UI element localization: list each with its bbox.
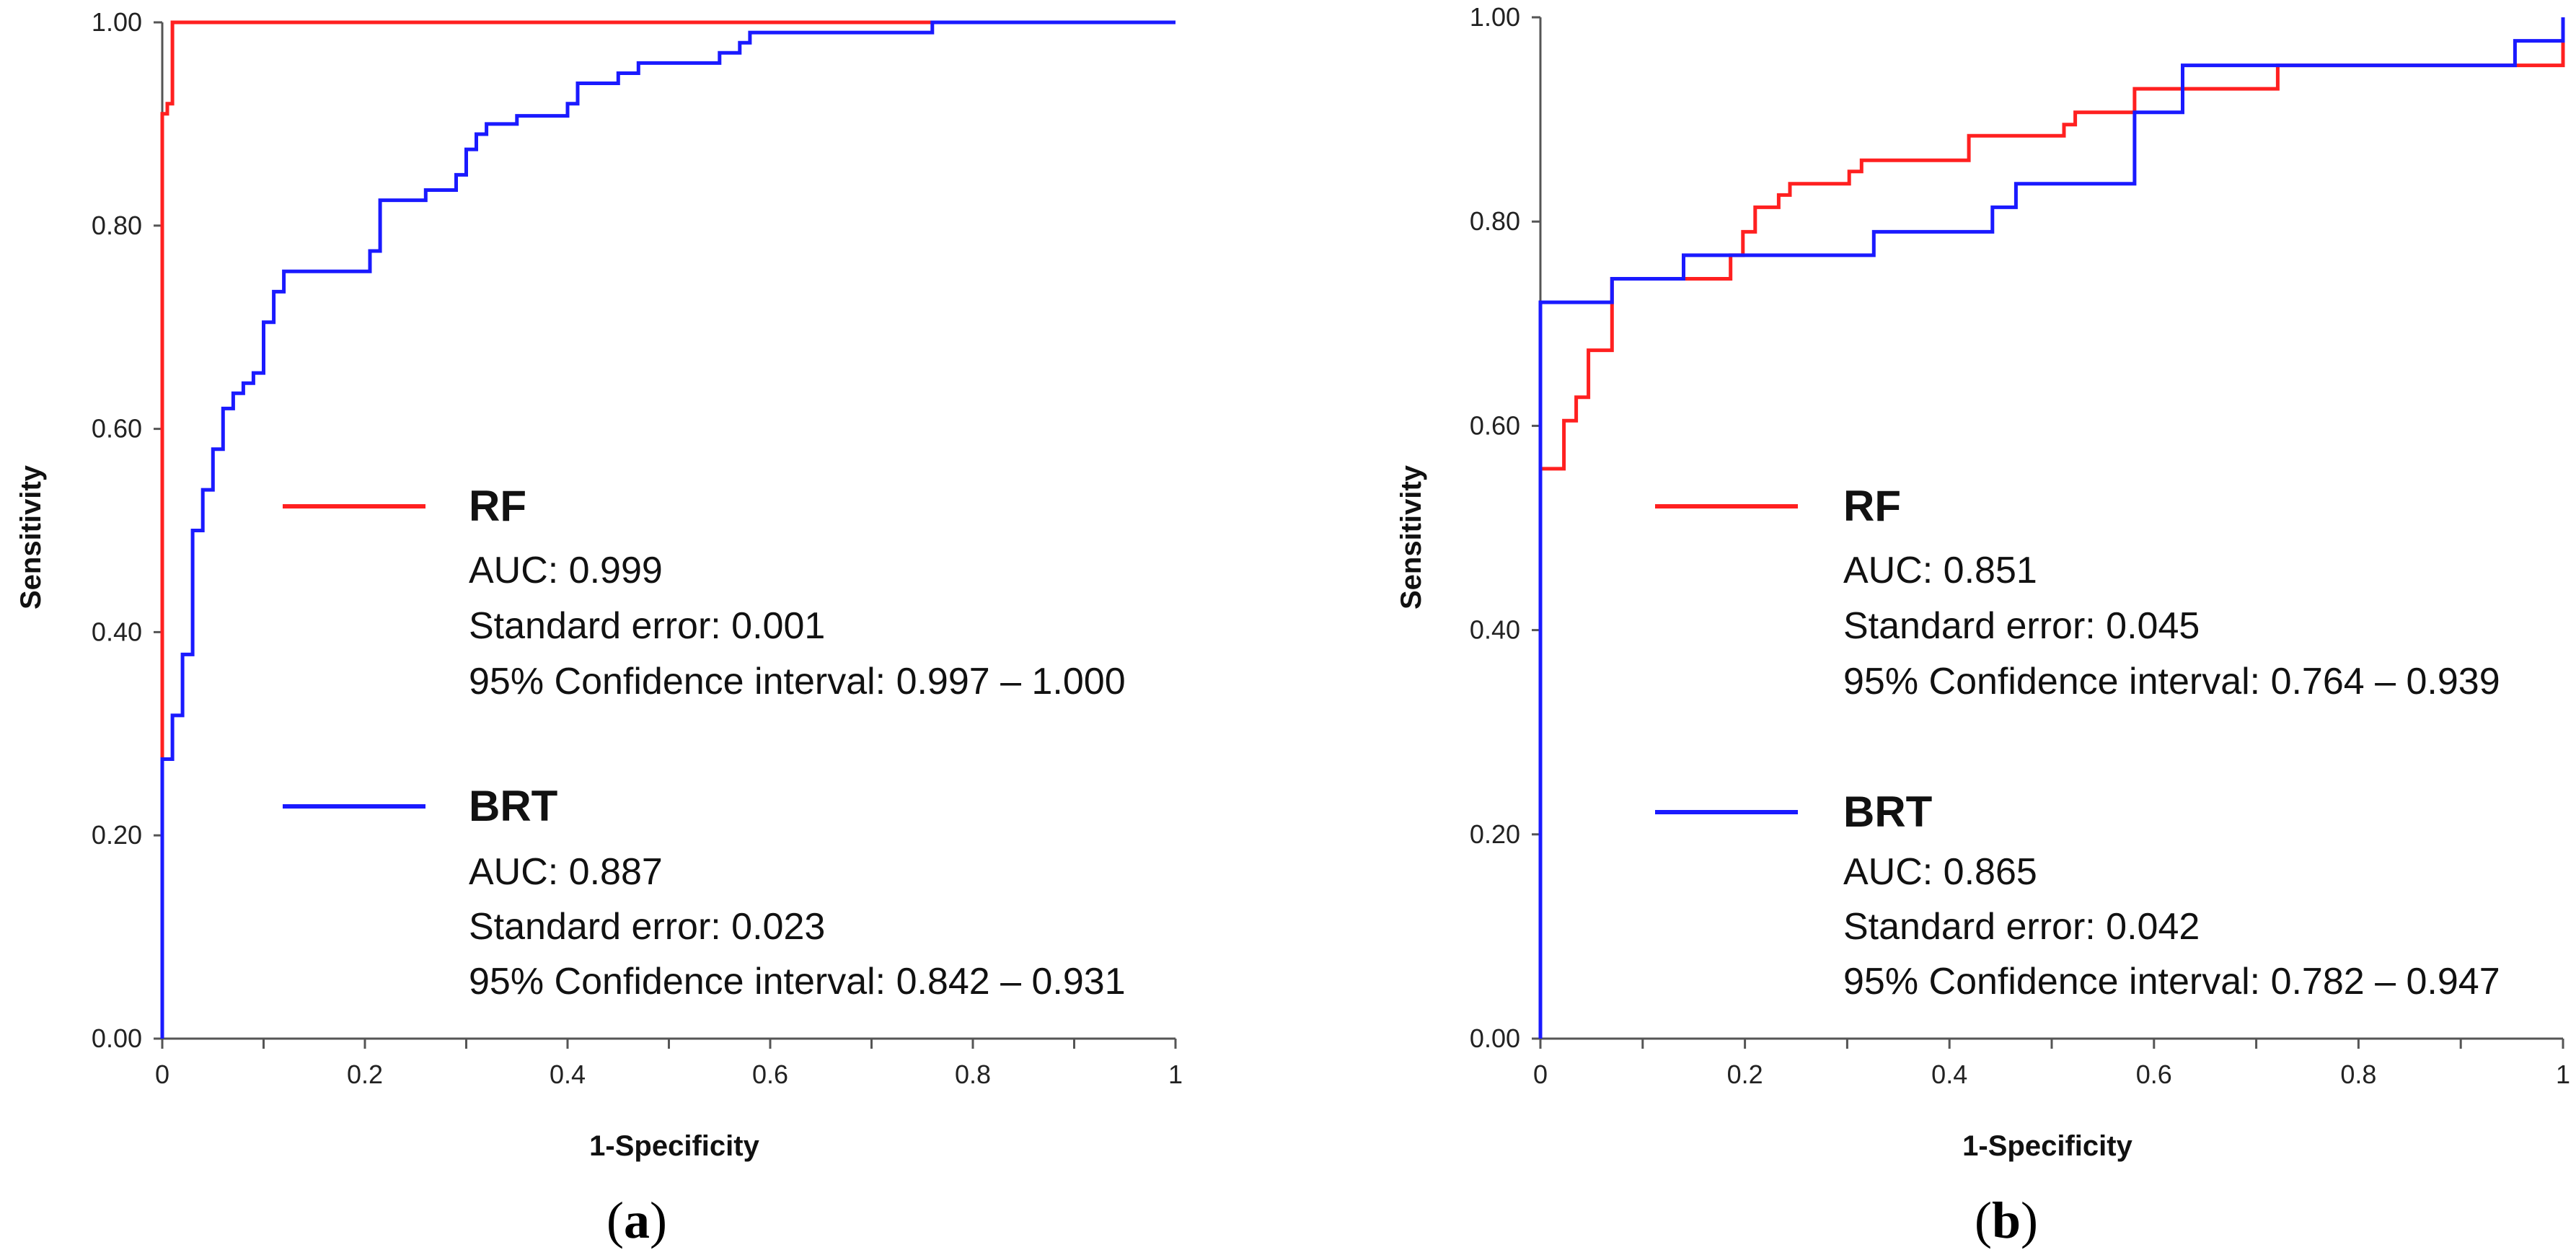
panel-a-x-tick-label: 1 <box>1168 1060 1183 1089</box>
panel-b-label: (b) <box>1975 1192 2038 1249</box>
panel-b-y-tick-label: 0.40 <box>1470 615 1520 645</box>
panel-b-axes: 0 0.2 0.4 0.6 0.8 1 0.00 0.20 0.40 0.60 0.80 1.00 <box>1470 2 2570 1089</box>
panel-b-x-axis-title: 1-Specificity <box>1962 1130 2132 1162</box>
panel-a-x-tick-label: 0.2 <box>347 1060 383 1089</box>
panel-b-brt-roc-curve <box>1538 17 2565 1039</box>
panel-b-legend-brt-std-error: Standard error: 0.042 <box>1843 906 2200 948</box>
panel-a-legend-brt-std-error: Standard error: 0.023 <box>469 906 825 948</box>
panel-b-legend-rf-std-error: Standard error: 0.045 <box>1843 605 2200 647</box>
panel-a-legend-brt-ci: 95% Confidence interval: 0.842 – 0.931 <box>469 961 1126 1003</box>
panel-b-legend: RF AUC: 0.851 Standard error: 0.045 95% … <box>1655 482 2500 1003</box>
panel-a-y-axis-title: Sensitivity <box>15 464 47 609</box>
panel-a-y-tick-label: 0.20 <box>92 820 142 850</box>
panel-b-y-tick-label: 0.20 <box>1470 819 1520 849</box>
panel-a-y-tick-label: 0.60 <box>92 414 142 444</box>
panel-b-legend-rf-auc: AUC: 0.851 <box>1843 550 2037 591</box>
panel-b-x-tick-label: 0.8 <box>2340 1060 2376 1089</box>
panel-a-legend-brt-auc: AUC: 0.887 <box>469 851 663 893</box>
panel-a-x-axis-title: 1-Specificity <box>589 1130 759 1162</box>
panel-a-legend-rf-name: RF <box>469 482 526 530</box>
panel-b-y-tick-label: 0.60 <box>1470 410 1520 440</box>
panel-b-legend-brt-ci: 95% Confidence interval: 0.782 – 0.947 <box>1843 961 2500 1003</box>
panel-b-legend-brt-auc: AUC: 0.865 <box>1843 851 2037 893</box>
panel-a-label: (a) <box>606 1192 667 1249</box>
panel-b-legend-rf-ci: 95% Confidence interval: 0.764 – 0.939 <box>1843 661 2500 703</box>
panel-a-y-tick-label: 0.80 <box>92 211 142 240</box>
panel-b-x-tick-label: 0.4 <box>1931 1060 1967 1089</box>
panel-b-y-axis-title: Sensitivity <box>1395 464 1427 609</box>
panel-b-x-tick-label: 0 <box>1533 1060 1548 1089</box>
roc-panel-b: 0 0.2 0.4 0.6 0.8 1 0.00 0.20 0.40 0.60 0.80 1.00 1… <box>1395 2 2570 1249</box>
panel-a-y-tick-label: 0.40 <box>92 617 142 646</box>
panel-a-legend-brt-name: BRT <box>469 782 557 830</box>
panel-a-legend-rf-std-error: Standard error: 0.001 <box>469 605 825 647</box>
panel-b-x-tick-label: 1 <box>2556 1060 2570 1089</box>
panel-a-x-tick-label: 0.6 <box>752 1060 788 1089</box>
panel-a-brt-roc-curve <box>160 20 1175 1039</box>
panel-a-legend-rf-ci: 95% Confidence interval: 0.997 – 1.000 <box>469 661 1126 703</box>
panel-b-rf-roc-curve <box>1538 17 2565 1039</box>
panel-b-x-tick-label: 0.6 <box>2136 1060 2172 1089</box>
panel-a-rf-roc-curve <box>160 20 1175 1039</box>
panel-a-y-tick-label: 0.00 <box>92 1023 142 1053</box>
panel-a-x-tick-label: 0.8 <box>955 1060 991 1089</box>
panel-b-legend-brt-name: BRT <box>1843 788 1932 836</box>
panel-b-y-tick-label: 1.00 <box>1470 2 1520 32</box>
panel-b-legend-rf-name: RF <box>1843 482 1901 530</box>
panel-b-y-tick-label: 0.80 <box>1470 206 1520 236</box>
roc-panel-a: 0 0.2 0.4 0.6 0.8 1 0.00 0.20 0.40 0.60 0.80 1.00 1… <box>15 7 1183 1249</box>
panel-a-y-tick-label: 1.00 <box>92 7 142 37</box>
panel-b-x-tick-label: 0.2 <box>1727 1060 1763 1089</box>
panel-a-legend: RF AUC: 0.999 Standard error: 0.001 95% … <box>283 482 1126 1003</box>
panel-a-x-tick-label: 0 <box>155 1060 169 1089</box>
panel-b-y-tick-label: 0.00 <box>1470 1023 1520 1053</box>
panel-a-x-tick-label: 0.4 <box>550 1060 586 1089</box>
panel-a-legend-rf-auc: AUC: 0.999 <box>469 550 663 591</box>
panel-a-curves <box>160 20 1175 1039</box>
panel-b-curves <box>1538 17 2565 1039</box>
